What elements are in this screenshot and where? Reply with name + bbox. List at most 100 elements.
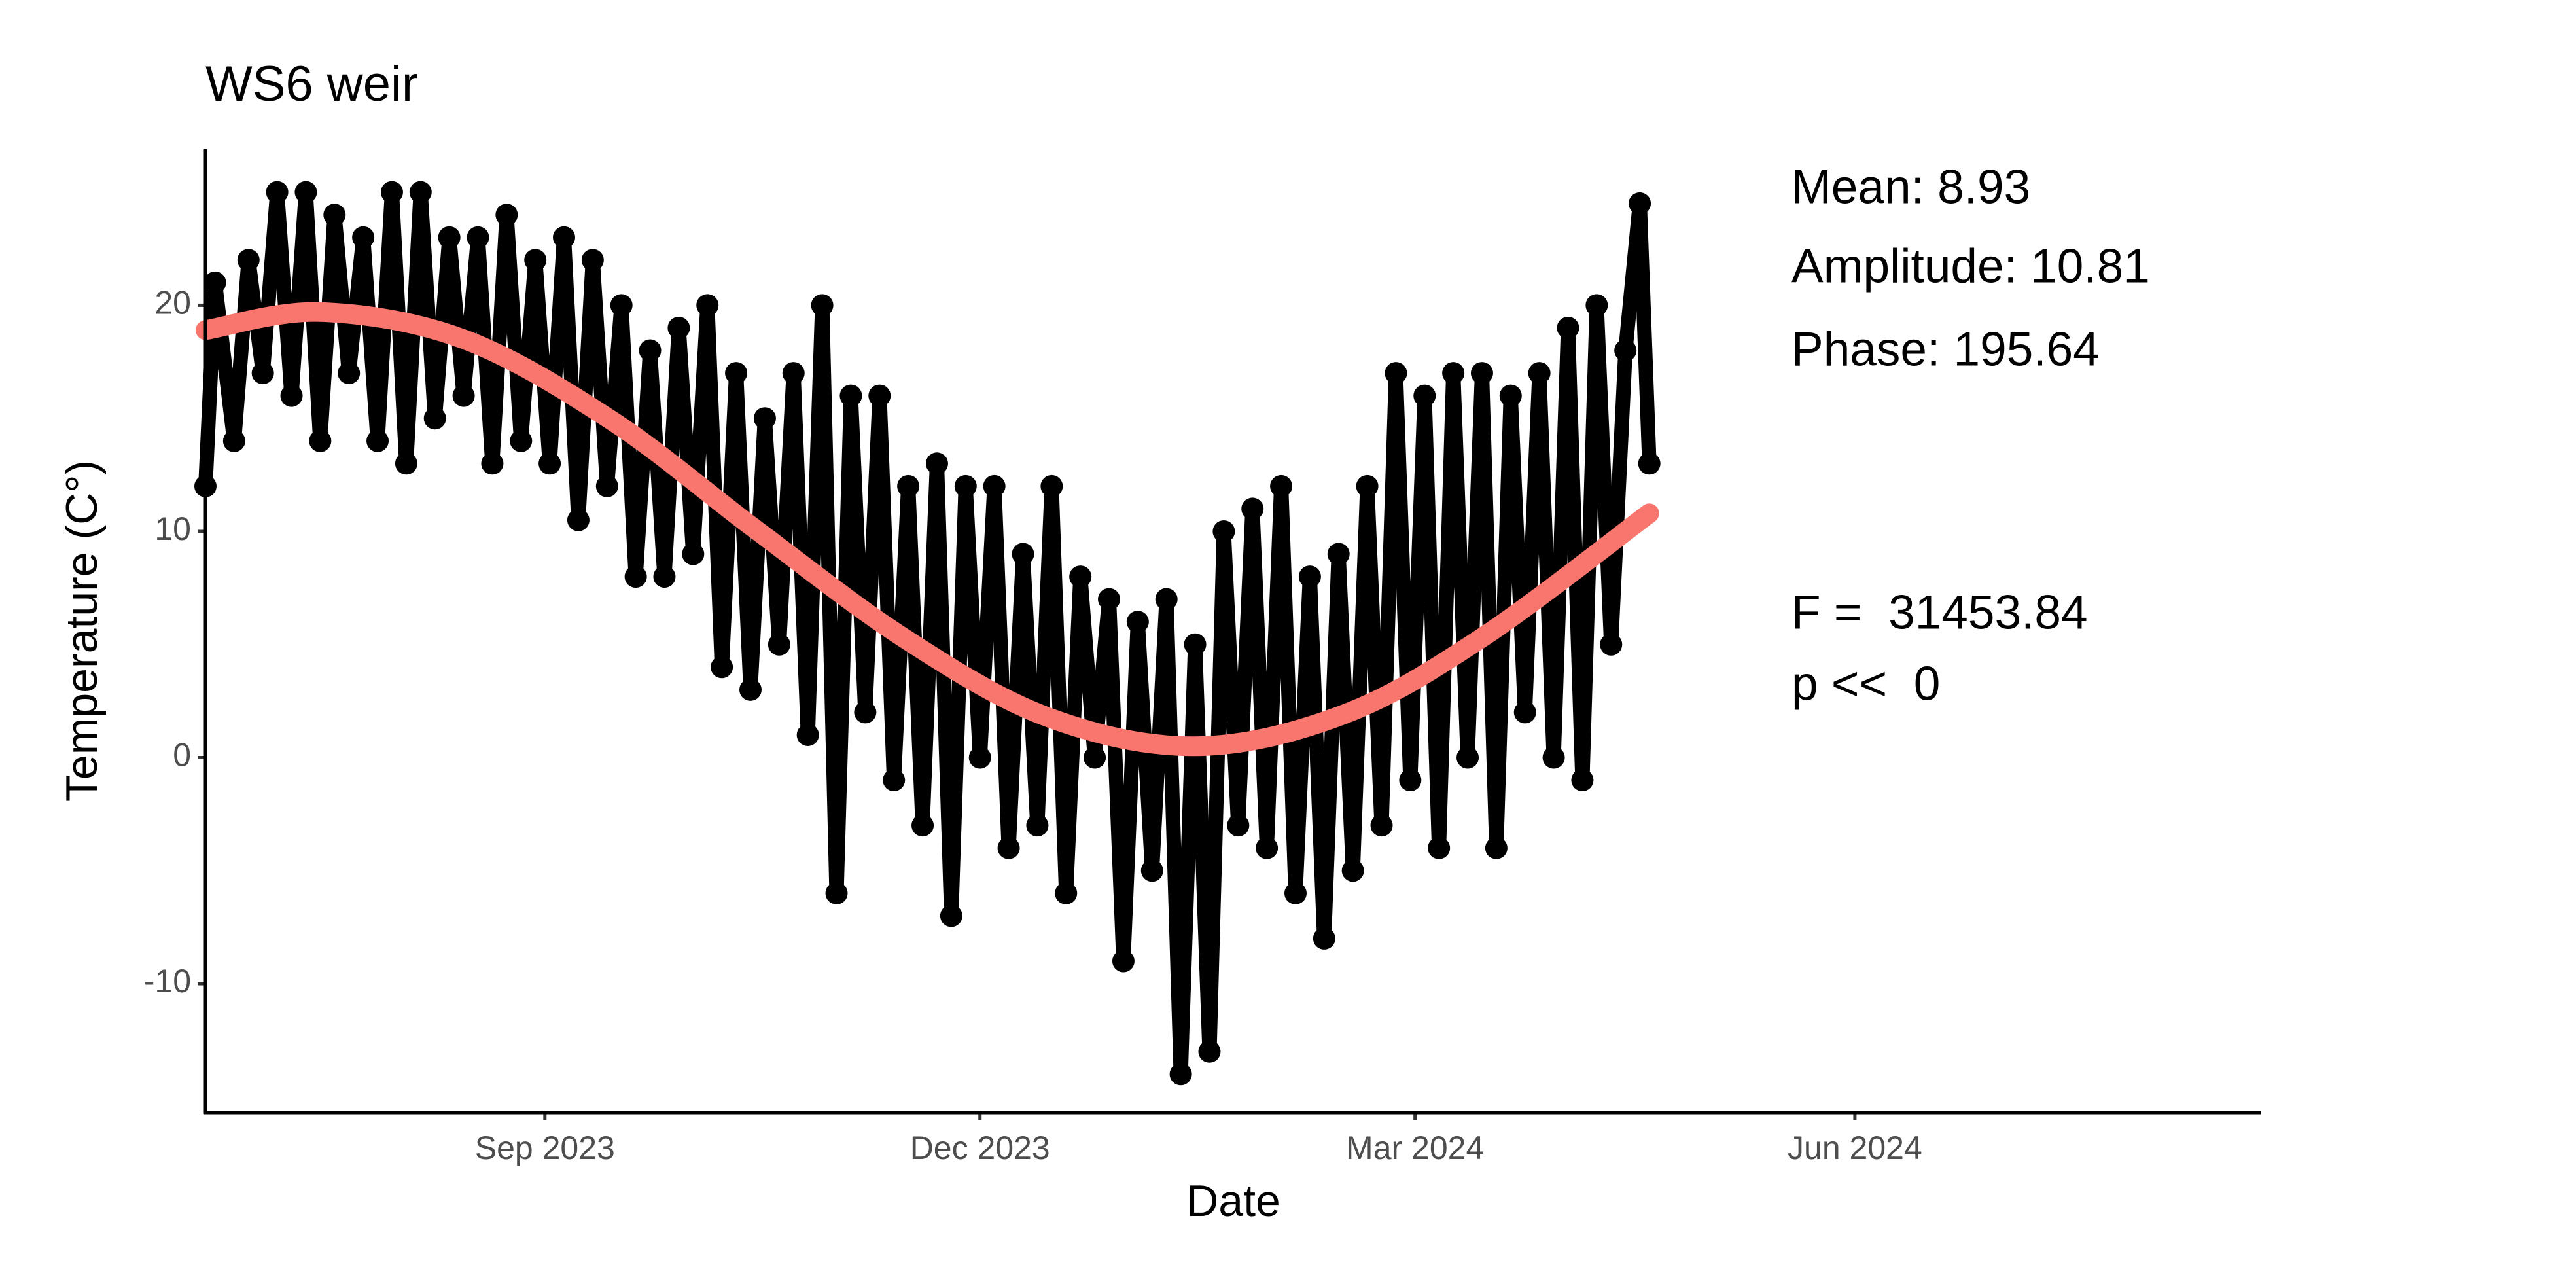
point: [294, 181, 317, 204]
point: [796, 723, 819, 746]
point: [911, 814, 934, 837]
point: [510, 429, 533, 452]
point: [222, 429, 245, 452]
point: [782, 362, 805, 385]
point: [481, 452, 504, 475]
point: [925, 452, 948, 475]
point: [567, 509, 590, 531]
point: [1413, 384, 1436, 407]
point: [1169, 1063, 1192, 1086]
point: [954, 474, 977, 497]
point: [639, 339, 662, 362]
x-axis-title: Date: [1186, 1176, 1280, 1226]
x-tick-label: Jun 2024: [1788, 1130, 1922, 1166]
point: [203, 271, 226, 294]
point: [1112, 950, 1135, 973]
point: [1069, 565, 1092, 588]
point: [380, 181, 403, 204]
point: [983, 474, 1006, 497]
x-tick-label: Mar 2024: [1346, 1130, 1484, 1166]
point: [667, 316, 690, 339]
annotation: p << 0: [1791, 657, 1940, 710]
point: [1227, 814, 1250, 837]
point: [538, 452, 561, 475]
point: [811, 294, 834, 317]
point: [309, 429, 332, 452]
point: [825, 882, 848, 904]
point: [1385, 362, 1407, 385]
point: [366, 429, 389, 452]
point: [1084, 746, 1106, 769]
point: [280, 384, 303, 407]
point: [1614, 339, 1637, 362]
point: [395, 452, 417, 475]
point: [1155, 588, 1178, 611]
point: [438, 226, 461, 249]
point: [1585, 294, 1608, 317]
point: [1140, 859, 1163, 882]
point: [524, 249, 547, 272]
point: [610, 294, 633, 317]
point: [897, 474, 920, 497]
point: [266, 181, 289, 204]
point: [1341, 859, 1364, 882]
point: [1126, 611, 1149, 634]
point: [423, 407, 446, 430]
y-tick-label: -10: [144, 963, 191, 999]
point: [1638, 452, 1661, 475]
point: [1399, 769, 1422, 792]
fit-line: [196, 302, 1659, 757]
point: [1055, 882, 1078, 904]
point: [1571, 769, 1594, 792]
point: [1557, 316, 1579, 339]
point: [839, 384, 862, 407]
point: [883, 769, 906, 792]
point: [338, 362, 361, 385]
annotation: Mean: 8.93: [1791, 160, 2030, 213]
chart-title: WS6 weir: [205, 56, 418, 112]
point: [1026, 814, 1049, 837]
point: [1098, 588, 1121, 611]
y-tick-label: 0: [173, 737, 191, 774]
point: [1499, 384, 1522, 407]
point: [1298, 565, 1321, 588]
point: [968, 746, 991, 769]
x-tick-label: Dec 2023: [910, 1130, 1050, 1166]
point: [653, 565, 676, 588]
point: [725, 362, 748, 385]
point: [1212, 520, 1235, 543]
point: [1513, 701, 1536, 724]
annotation: Amplitude: 10.81: [1791, 240, 2150, 293]
point: [1600, 633, 1623, 656]
point: [237, 249, 260, 272]
y-axis-title: Temperature (C°): [57, 460, 107, 802]
point: [581, 249, 604, 272]
point: [1442, 362, 1465, 385]
point: [495, 204, 518, 226]
point: [352, 226, 375, 249]
point: [1270, 474, 1293, 497]
point: [711, 656, 733, 679]
point: [940, 904, 962, 927]
point: [753, 407, 776, 430]
point: [1241, 497, 1264, 520]
point: [467, 226, 489, 249]
point: [1370, 814, 1393, 837]
point: [1256, 836, 1279, 859]
point: [553, 226, 576, 249]
point: [1184, 633, 1207, 656]
y-tick-label: 10: [154, 510, 191, 547]
point: [251, 362, 274, 385]
point: [868, 384, 891, 407]
point: [1198, 1040, 1221, 1063]
point: [768, 633, 790, 656]
point: [1528, 362, 1551, 385]
annotation: F = 31453.84: [1791, 586, 2088, 639]
point: [1470, 362, 1493, 385]
point: [1012, 543, 1034, 565]
point: [1428, 836, 1451, 859]
point: [696, 294, 719, 317]
point: [739, 678, 762, 701]
